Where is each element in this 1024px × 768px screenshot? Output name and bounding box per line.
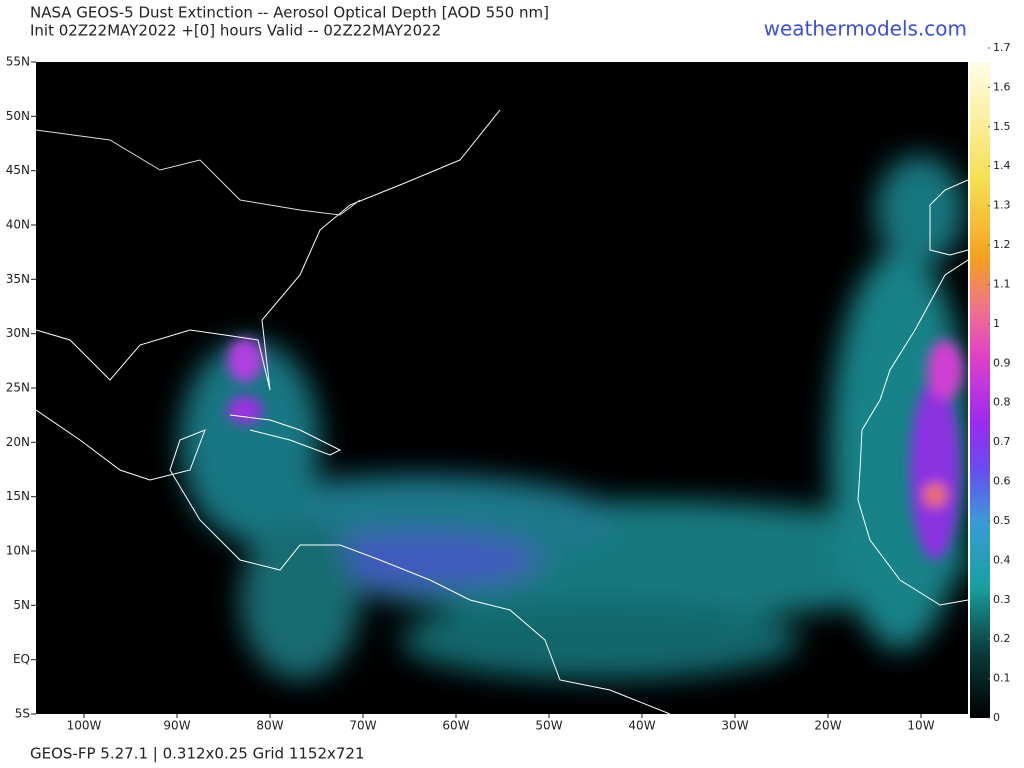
coastline [929, 179, 968, 256]
coastline [229, 414, 342, 456]
colorbar-tick-label: 0.8 [993, 396, 1011, 409]
lon-label: 20W [814, 719, 841, 733]
coastlines [36, 109, 968, 714]
lat-label: 40N [6, 218, 30, 232]
lon-label: 10W [907, 719, 934, 733]
colorbar-tick-label: 1.4 [993, 159, 1011, 172]
lat-label: EQ [13, 652, 30, 666]
dust-core [227, 338, 263, 382]
colorbar-tick-label: 0.2 [993, 632, 1011, 645]
colorbar-tick-label: 1.2 [993, 238, 1011, 251]
dust-field [36, 109, 968, 714]
title: NASA GEOS-5 Dust Extinction -- Aerosol O… [30, 4, 549, 22]
colorbar-tick-label: 0.4 [993, 553, 1011, 566]
colorbar-tick-label: 0.7 [993, 435, 1011, 448]
lat-label: 30N [6, 326, 30, 340]
colorbar-tick-label: 0.6 [993, 475, 1011, 488]
lat-label: 5S [15, 707, 30, 721]
dust-core [910, 380, 960, 560]
lat-label: 35N [6, 272, 30, 286]
subtitle: Init 02Z22MAY2022 +[0] hours Valid -- 02… [30, 22, 441, 40]
colorbar-tick-label: 0 [993, 711, 1000, 724]
colorbar-tick-label: 0.9 [993, 356, 1011, 369]
colorbar-tick-label: 0.3 [993, 593, 1011, 606]
footer: GEOS-FP 5.27.1 | 0.312x0.25 Grid 1152x72… [30, 745, 365, 763]
colorbar-tick-label: 1.3 [993, 199, 1011, 212]
dust-plume [400, 600, 800, 680]
lon-label: 80W [256, 719, 283, 733]
colorbar-tick-label: 1.5 [993, 120, 1011, 133]
lon-label: 60W [442, 719, 469, 733]
lon-label: 40W [628, 719, 655, 733]
lat-label: 5N [13, 598, 30, 612]
coastline [36, 109, 501, 391]
colorbar-tick-label: 1.6 [993, 80, 1011, 93]
lat-label: 55N [6, 55, 30, 69]
colorbar-tick-label: 0.5 [993, 514, 1011, 527]
lon-label: 50W [535, 719, 562, 733]
colorbar-tick-label: 1 [993, 317, 1000, 330]
dust-core [927, 340, 963, 400]
coastline [857, 259, 968, 606]
coastline [36, 409, 671, 714]
lat-label: 20N [6, 435, 30, 449]
colorbar-tick-label: 1.7 [993, 41, 1011, 54]
dust-plume [180, 340, 320, 540]
dust-plume [240, 520, 360, 680]
dust-swirl [875, 155, 965, 265]
lon-label: 90W [163, 719, 190, 733]
dust-core [227, 396, 263, 424]
lat-label: 45N [6, 163, 30, 177]
colorbar-tick-label: 1.1 [993, 277, 1011, 290]
lat-label: 25N [6, 381, 30, 395]
lat-label: 10N [6, 544, 30, 558]
lat-label: 15N [6, 489, 30, 503]
lon-label: 30W [721, 719, 748, 733]
border [36, 129, 361, 216]
lon-label: 70W [349, 719, 376, 733]
dust-core [923, 483, 947, 507]
lat-label: 50N [6, 109, 30, 123]
colorbar [970, 62, 990, 718]
colorbar-tick-label: 0.1 [993, 672, 1011, 685]
site-label[interactable]: weathermodels.com [764, 17, 967, 41]
lon-label: 100W [67, 719, 102, 733]
dust-plume [300, 532, 540, 588]
